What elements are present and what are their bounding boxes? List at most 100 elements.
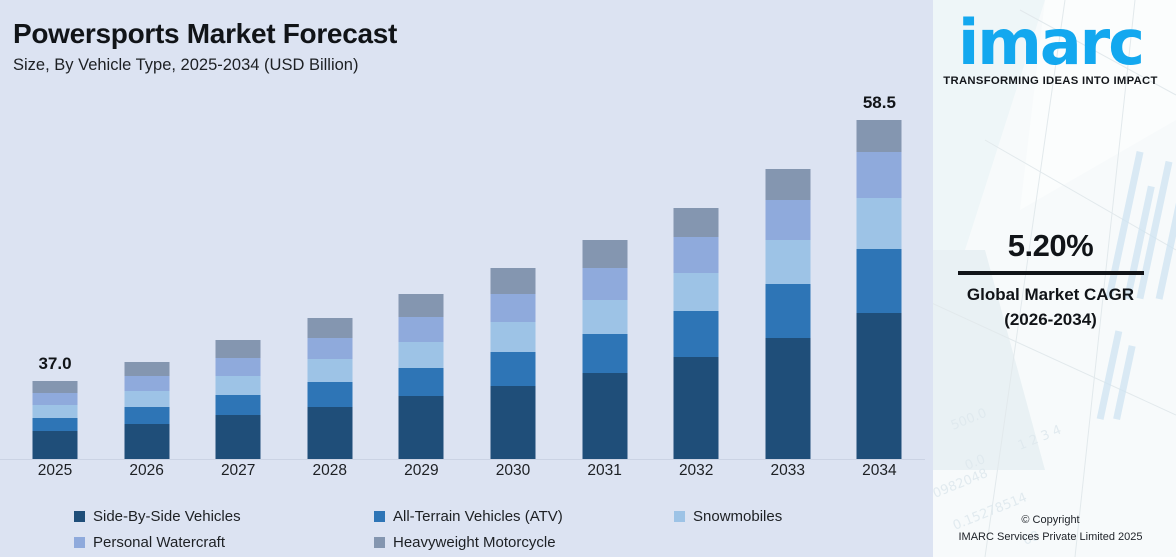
bar-segment[interactable] xyxy=(32,392,78,406)
bar-segment[interactable] xyxy=(398,317,444,342)
bar-segment[interactable] xyxy=(490,268,536,295)
logo-tagline: TRANSFORMING IDEAS INTO IMPACT xyxy=(943,74,1158,87)
copyright-line-1: © Copyright xyxy=(1021,514,1080,526)
bar-total-label-2034: 58.5 xyxy=(862,93,896,113)
bar-segment[interactable] xyxy=(398,341,444,368)
legend-label: Snowmobiles xyxy=(693,507,783,525)
bar-segment[interactable] xyxy=(32,431,78,460)
bar-segment[interactable] xyxy=(490,385,536,460)
legend-label: Personal Watercraft xyxy=(93,533,225,551)
bar-segment[interactable] xyxy=(856,313,902,460)
legend-label: Side-By-Side Vehicles xyxy=(93,507,241,525)
bar-segment[interactable] xyxy=(307,318,353,339)
bar-segment[interactable] xyxy=(490,321,536,352)
bar-segment[interactable] xyxy=(490,351,536,386)
bar-segment[interactable] xyxy=(765,199,811,241)
bar-segment[interactable] xyxy=(673,207,719,238)
bar-segment[interactable] xyxy=(673,357,719,460)
legend-item-4[interactable]: Personal Watercraft xyxy=(74,534,374,551)
chart-legend: Side-By-Side Vehicles All-Terrain Vehicle… xyxy=(74,503,919,555)
stacked-bar-2034[interactable] xyxy=(856,120,902,460)
bar-segment[interactable] xyxy=(307,381,353,407)
bar-segment[interactable] xyxy=(307,359,353,382)
stacked-bar-2031[interactable] xyxy=(582,240,628,460)
bar-segment[interactable] xyxy=(32,417,78,432)
svg-text:68: 68 xyxy=(1021,529,1042,549)
bar-slot-2034: 58.5 xyxy=(833,93,925,460)
bar-slot-2032 xyxy=(650,95,742,460)
cagr-block: 5.20% Global Market CAGR (2026-2034) xyxy=(925,228,1176,332)
bar-total-label-2025: 37.0 xyxy=(38,354,72,374)
bar-segment[interactable] xyxy=(856,120,902,152)
bar-segment[interactable] xyxy=(856,248,902,314)
x-axis-tick-2029: 2029 xyxy=(404,462,439,479)
x-axis-tick-2034: 2034 xyxy=(862,462,897,479)
x-axis-tick-2030: 2030 xyxy=(495,462,531,479)
bar-slot-2033 xyxy=(742,95,834,460)
legend-item-3[interactable]: Snowmobiles xyxy=(674,508,919,525)
bar-segment[interactable] xyxy=(398,367,444,397)
bar-segment[interactable] xyxy=(582,299,628,334)
bar-segment[interactable] xyxy=(398,293,444,318)
legend-item-2[interactable]: All-Terrain Vehicles (ATV) xyxy=(374,508,674,525)
bar-segment[interactable] xyxy=(673,237,719,274)
stacked-bar-2030[interactable] xyxy=(490,268,536,460)
bar-slot-2030 xyxy=(467,95,559,460)
bar-slot-2028 xyxy=(284,95,376,460)
stacked-bar-2033[interactable] xyxy=(765,168,811,460)
bar-slot-2027 xyxy=(192,95,284,460)
bar-segment[interactable] xyxy=(765,284,811,339)
bar-segment[interactable] xyxy=(215,375,261,395)
svg-text:0.0: 0.0 xyxy=(963,452,988,474)
bar-segment[interactable] xyxy=(582,268,628,300)
bar-segment[interactable] xyxy=(765,338,811,460)
bar-segment[interactable] xyxy=(398,396,444,460)
legend-swatch-icon xyxy=(74,510,85,522)
bar-segment[interactable] xyxy=(673,273,719,312)
plot-area: 37.0 58.5 xyxy=(0,93,925,460)
bar-segment[interactable] xyxy=(307,406,353,460)
x-axis-tick-2033: 2033 xyxy=(770,462,806,479)
bar-segment[interactable] xyxy=(124,423,170,460)
x-axis: 2025 2026 2027 2028 2029 2030 2031 2032 2033 2034 xyxy=(0,462,925,496)
bar-segment[interactable] xyxy=(215,415,261,460)
bar-slot-2029 xyxy=(375,95,467,460)
bar-segment[interactable] xyxy=(765,240,811,285)
legend-label: All-Terrain Vehicles (ATV) xyxy=(393,507,563,525)
legend-item-1[interactable]: Side-By-Side Vehicles xyxy=(74,508,374,525)
copyright-notice: © Copyright IMARC Services Private Limit… xyxy=(925,512,1176,545)
bar-segment[interactable] xyxy=(124,407,170,424)
stacked-bar-2027[interactable] xyxy=(215,339,261,460)
logo-wordmark: imarc xyxy=(957,6,1145,79)
stacked-bar-2029[interactable] xyxy=(398,293,444,460)
bar-segment[interactable] xyxy=(32,405,78,418)
copyright-line-2: IMARC Services Private Limited 2025 xyxy=(958,530,1143,543)
legend-swatch-icon xyxy=(674,510,685,522)
bar-slot-2031 xyxy=(559,95,651,460)
bar-segment[interactable] xyxy=(765,168,811,200)
bar-segment[interactable] xyxy=(215,357,261,376)
bar-segment[interactable] xyxy=(582,333,628,373)
bar-segment[interactable] xyxy=(124,361,170,377)
x-axis-tick-2028: 2028 xyxy=(312,462,348,479)
bar-segment[interactable] xyxy=(32,381,78,393)
chart-panel: Powersports Market Forecast Size, By Veh… xyxy=(0,18,925,555)
bar-segment[interactable] xyxy=(582,240,628,269)
stacked-bar-2028[interactable] xyxy=(307,318,353,460)
stacked-bar-2025[interactable] xyxy=(32,381,78,460)
stacked-bar-2026[interactable] xyxy=(124,361,170,460)
bar-segment[interactable] xyxy=(856,198,902,249)
bar-segment[interactable] xyxy=(673,311,719,358)
bar-segment[interactable] xyxy=(124,376,170,392)
bar-segment[interactable] xyxy=(856,151,902,199)
bar-segment[interactable] xyxy=(215,394,261,416)
bar-segment[interactable] xyxy=(307,338,353,360)
bar-segment[interactable] xyxy=(215,339,261,358)
bar-segment[interactable] xyxy=(490,294,536,322)
stacked-bar-2032[interactable] xyxy=(673,207,719,460)
bar-segment[interactable] xyxy=(124,391,170,408)
cagr-divider xyxy=(957,271,1144,275)
bar-segment[interactable] xyxy=(582,372,628,460)
page-title: Powersports Market Forecast xyxy=(13,18,398,49)
legend-item-5[interactable]: Heavyweight Motorcycle xyxy=(374,534,674,551)
